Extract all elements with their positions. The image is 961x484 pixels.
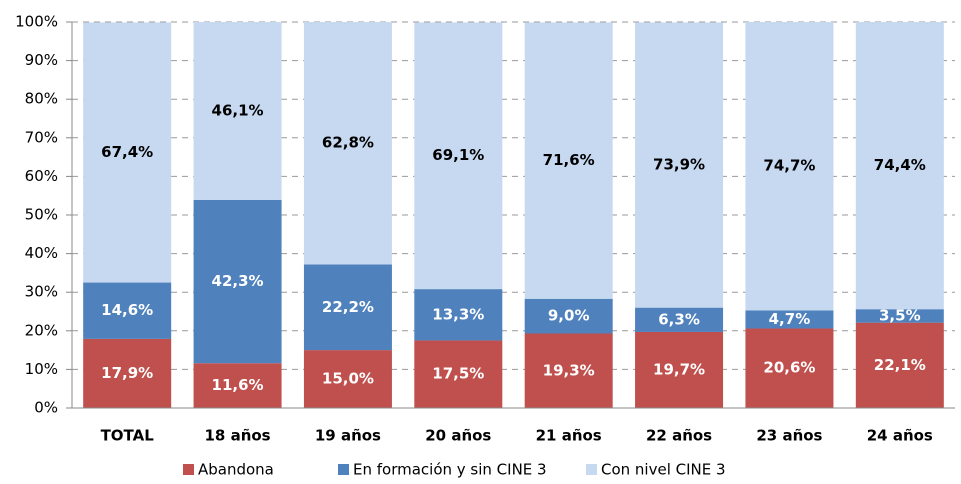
x-tick-label: 21 años — [536, 427, 602, 445]
bar-segment — [303, 350, 392, 408]
y-tick-label: 0% — [34, 399, 58, 417]
bar-segment — [745, 310, 834, 329]
bar-segment — [635, 331, 724, 408]
y-tick-label: 80% — [25, 90, 58, 108]
legend-label: Abandona — [198, 461, 274, 479]
bar-segment — [414, 289, 503, 341]
legend-swatch — [183, 464, 194, 475]
bar-segment — [855, 309, 944, 323]
bar-segment — [83, 282, 172, 339]
value-label: 17,5% — [432, 365, 484, 383]
bar-segment — [83, 338, 172, 408]
y-tick-label: 70% — [25, 128, 58, 146]
value-label: 22,2% — [322, 298, 374, 316]
value-label: 13,3% — [432, 305, 484, 323]
bar-segment — [193, 363, 282, 408]
bar-segment — [855, 322, 944, 408]
bar-segment — [635, 307, 724, 332]
x-tick-label: TOTAL — [101, 427, 155, 445]
value-label: 22,1% — [874, 356, 926, 374]
bar-segment — [303, 264, 392, 351]
value-label: 73,9% — [653, 156, 705, 174]
value-label: 20,6% — [763, 359, 815, 377]
value-label: 62,8% — [322, 134, 374, 152]
value-label: 67,4% — [101, 143, 153, 161]
value-label: 6,3% — [658, 310, 700, 328]
value-label: 9,0% — [548, 307, 590, 325]
legend-swatch — [338, 464, 349, 475]
bar-segment — [524, 22, 613, 299]
value-label: 3,5% — [879, 306, 921, 324]
legend-label: Con nivel CINE 3 — [601, 461, 726, 479]
x-tick-label: 19 años — [315, 427, 381, 445]
value-label: 14,6% — [101, 301, 153, 319]
y-tick-label: 40% — [25, 244, 58, 262]
value-label: 71,6% — [543, 151, 595, 169]
x-tick-label: 20 años — [425, 427, 491, 445]
value-label: 19,7% — [653, 360, 705, 378]
y-tick-label: 10% — [25, 360, 58, 378]
bar-segment — [635, 22, 724, 308]
value-label: 11,6% — [212, 376, 264, 394]
bar-segment — [524, 333, 613, 408]
bar-segment — [414, 340, 503, 408]
bar-segment — [193, 22, 282, 200]
bar-segment — [855, 22, 944, 310]
bar-segment — [414, 22, 503, 290]
bar-segment — [193, 199, 282, 364]
value-label: 17,9% — [101, 364, 153, 382]
y-tick-label: 50% — [25, 206, 58, 224]
legend-swatch — [586, 464, 597, 475]
x-tick-label: 23 años — [756, 427, 822, 445]
legend-label: En formación y sin CINE 3 — [353, 461, 547, 479]
value-label: 46,1% — [212, 101, 264, 119]
y-tick-label: 30% — [25, 283, 58, 301]
bar-segment — [745, 22, 834, 311]
x-tick-label: 18 años — [204, 427, 270, 445]
bar-segment — [83, 22, 172, 283]
value-label: 69,1% — [432, 146, 484, 164]
y-tick-label: 20% — [25, 321, 58, 339]
bar-segment — [303, 22, 392, 265]
value-label: 15,0% — [322, 370, 374, 388]
y-tick-label: 90% — [25, 51, 58, 69]
value-label: 4,7% — [769, 310, 811, 328]
x-tick-label: 24 años — [867, 427, 933, 445]
x-tick-label: 22 años — [646, 427, 712, 445]
y-tick-label: 100% — [15, 13, 58, 31]
value-label: 74,7% — [763, 157, 815, 175]
y-tick-label: 60% — [25, 167, 58, 185]
bar-segment — [524, 298, 613, 334]
value-label: 74,4% — [874, 156, 926, 174]
value-label: 19,3% — [543, 361, 595, 379]
bar-segment — [745, 328, 834, 408]
value-label: 42,3% — [212, 272, 264, 290]
